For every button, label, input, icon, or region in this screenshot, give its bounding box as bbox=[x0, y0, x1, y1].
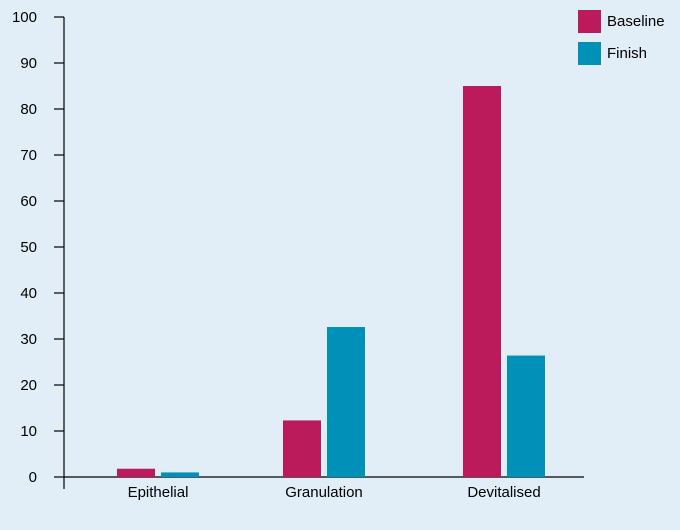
y-tick-label: 0 bbox=[29, 469, 37, 486]
y-tick-label: 40 bbox=[20, 285, 37, 302]
y-tick-label: 70 bbox=[20, 147, 37, 164]
y-tick-label: 80 bbox=[20, 101, 37, 118]
legend-swatch-baseline bbox=[578, 10, 601, 33]
legend: Baseline Finish bbox=[578, 10, 665, 65]
bar-finish-devitalised bbox=[507, 355, 545, 477]
legend-label-baseline: Baseline bbox=[607, 13, 665, 30]
y-tick-label: 90 bbox=[20, 55, 37, 72]
y-tick-label: 20 bbox=[20, 377, 37, 394]
y-axis-ticks: 0 10 20 30 40 50 60 70 80 90 100 bbox=[12, 9, 64, 486]
bar-baseline-granulation bbox=[283, 420, 321, 477]
y-tick-label: 50 bbox=[20, 239, 37, 256]
x-tick-label: Granulation bbox=[285, 484, 363, 501]
y-tick-label: 10 bbox=[20, 423, 37, 440]
bar-baseline-epithelial bbox=[117, 468, 155, 477]
axes bbox=[63, 17, 584, 489]
bar-baseline-devitalised bbox=[463, 86, 501, 477]
x-axis-ticks: Epithelial Granulation Devitalised bbox=[128, 484, 541, 501]
legend-swatch-finish bbox=[578, 42, 601, 65]
bar-finish-epithelial bbox=[161, 472, 199, 477]
y-tick-label: 30 bbox=[20, 331, 37, 348]
x-tick-label: Devitalised bbox=[467, 484, 540, 501]
y-tick-label: 100 bbox=[12, 9, 37, 26]
bars bbox=[117, 86, 545, 477]
x-tick-label: Epithelial bbox=[128, 484, 189, 501]
y-tick-label: 60 bbox=[20, 193, 37, 210]
legend-label-finish: Finish bbox=[607, 45, 647, 62]
bar-finish-granulation bbox=[327, 327, 365, 477]
